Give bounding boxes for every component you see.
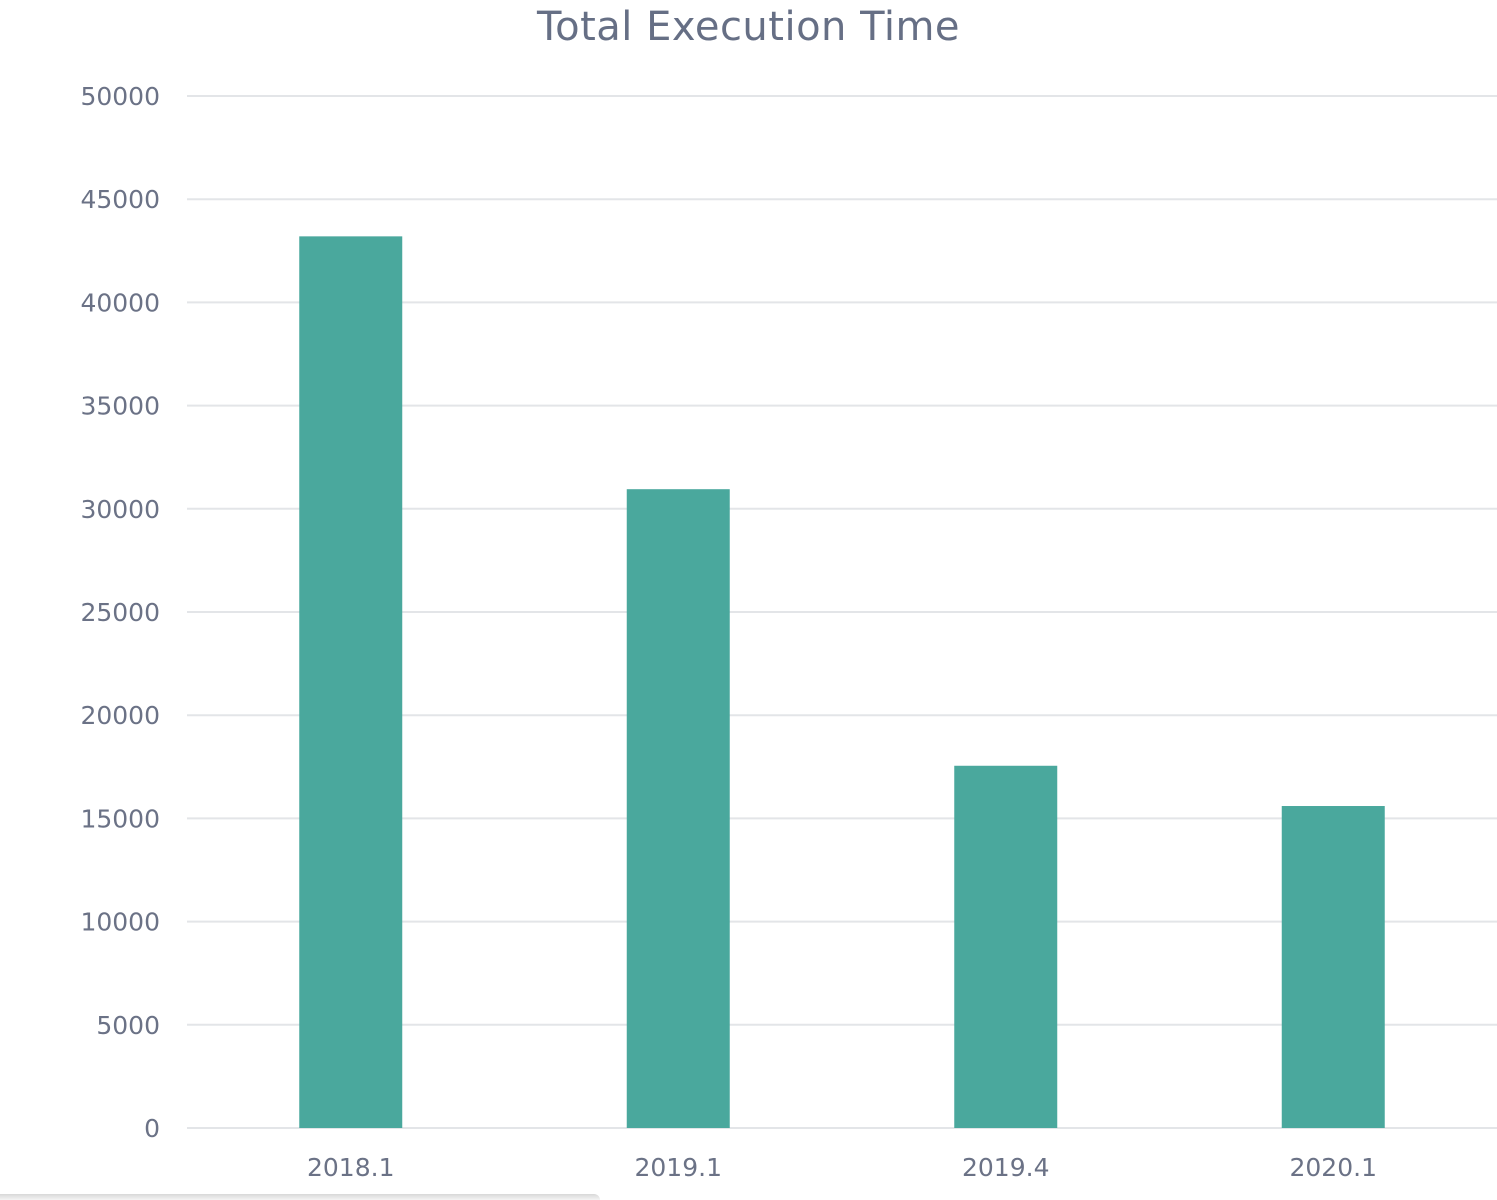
y-tick-label: 5000 [96,1011,160,1040]
y-tick-label: 20000 [80,701,160,730]
y-tick-label: 35000 [80,392,160,421]
y-tick-label: 45000 [80,185,160,214]
gridlines [187,95,1497,1129]
y-tick-label: 0 [144,1114,160,1143]
y-tick-label: 40000 [80,288,160,317]
bar-2019-1 [626,489,730,1128]
x-axis-tick-labels: 2018.1 2019.1 2019.4 2020.1 [307,1153,1377,1182]
x-tick-label: 2020.1 [1290,1153,1377,1182]
x-tick-label: 2019.1 [635,1153,722,1182]
x-tick-label: 2018.1 [307,1153,394,1182]
bar-2019-4 [954,765,1058,1128]
bar-2020-1 [1281,806,1385,1128]
x-tick-label: 2019.4 [962,1153,1049,1182]
chart-title: Total Execution Time [536,4,961,50]
y-tick-label: 30000 [80,495,160,524]
y-axis-tick-labels: 0 5000 10000 15000 20000 25000 30000 35000 40000… [80,82,160,1143]
y-tick-label: 25000 [80,598,160,627]
bar-2018-1 [299,236,403,1129]
y-tick-label: 15000 [80,804,160,833]
y-tick-label: 10000 [80,908,160,937]
bars [299,236,1385,1129]
window-edge-shadow [0,1194,600,1200]
y-tick-label: 50000 [80,82,160,111]
